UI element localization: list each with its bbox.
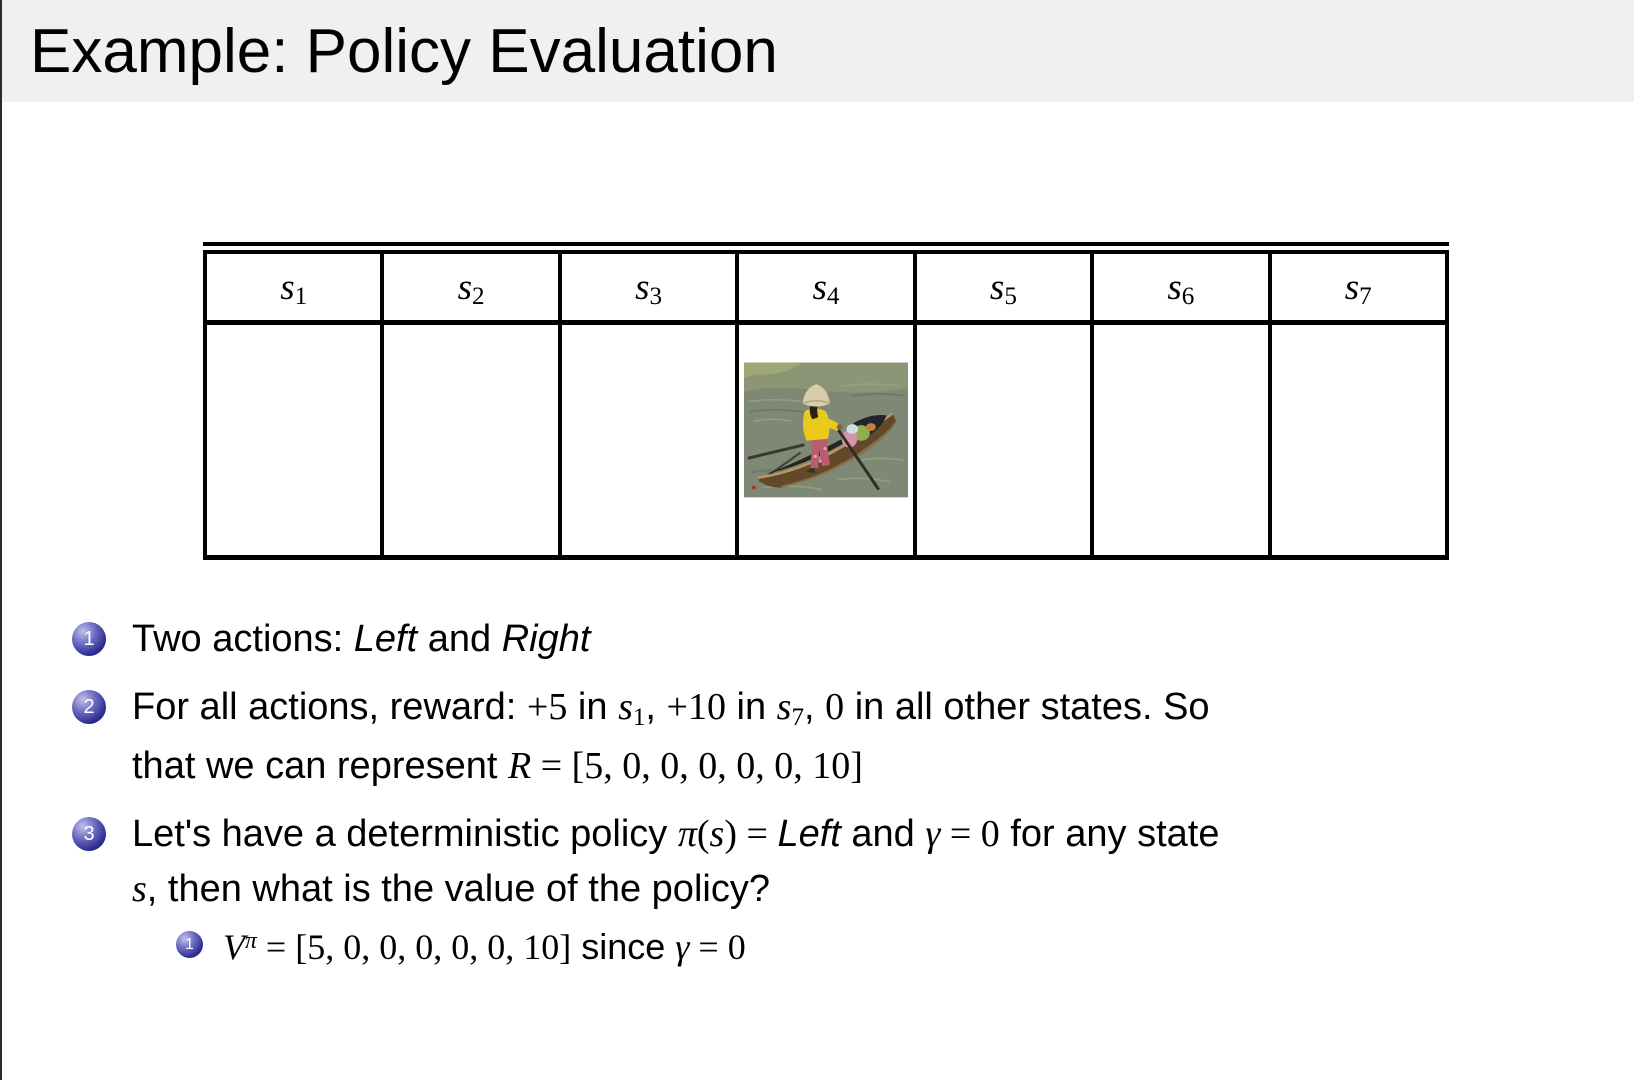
text-segment: and xyxy=(417,618,502,660)
text-segment: s xyxy=(132,868,147,910)
state-label: s xyxy=(457,266,473,308)
state-label: s xyxy=(280,266,295,308)
bullet-text-line: Let's have a deterministic policy π(s) =… xyxy=(132,807,1219,862)
state-cell-s6 xyxy=(1090,320,1272,560)
bullet-number-ball-icon: 3 xyxy=(72,817,106,851)
bullet-number-ball-icon: 2 xyxy=(72,690,106,724)
text-segment: ) = xyxy=(724,813,778,855)
state-table-header-row: s1 s2 s3 s4 s5 s6 s7 xyxy=(202,242,1450,325)
text-segment: , xyxy=(645,686,667,728)
page-title: Example: Policy Evaluation xyxy=(30,16,778,86)
text-segment: 7 xyxy=(791,703,805,731)
bullet-text-line: that we can represent R = [5, 0, 0, 0, 0… xyxy=(132,739,1210,794)
text-segment: γ xyxy=(925,813,941,855)
state-header-cell-s5: s5 xyxy=(912,242,1095,325)
text-segment: = 0 xyxy=(940,813,1000,855)
state-cell-s5 xyxy=(912,320,1095,560)
state-cell-s7 xyxy=(1267,320,1450,560)
bullet-content: Vπ = [5, 0, 0, 0, 0, 0, 10] since γ = 0 xyxy=(223,919,746,980)
text-segment: s xyxy=(709,813,725,855)
state-label: s xyxy=(1344,266,1360,308)
text-segment: +10 xyxy=(666,686,726,728)
text-segment: in all other states. So xyxy=(844,686,1210,728)
bullet-content: For all actions, reward: +5 in s1, +10 i… xyxy=(132,680,1210,794)
state-label: s xyxy=(989,266,1005,308)
state-cell-s2 xyxy=(380,320,562,560)
text-segment: 1 xyxy=(632,703,646,731)
state-label-subscript: 1 xyxy=(294,283,308,311)
state-cell-s4 xyxy=(735,320,917,560)
text-segment: γ xyxy=(675,927,690,967)
state-header-cell-s1: s1 xyxy=(202,242,385,325)
slide: Example: Policy Evaluation s1 s2 s3 s4 s5 s6 s… xyxy=(0,0,1634,980)
state-header-cell-s7: s7 xyxy=(1267,242,1450,325)
text-segment: in xyxy=(567,686,619,728)
state-label-subscript: 7 xyxy=(1359,283,1372,311)
state-label-subscript: 5 xyxy=(1004,283,1017,311)
text-segment: , xyxy=(804,686,826,728)
bullet-number-ball-icon: 1 xyxy=(176,931,203,958)
text-segment: π xyxy=(245,928,257,955)
text-segment: +5 xyxy=(526,686,568,728)
text-segment: s xyxy=(776,686,792,728)
state-label-subscript: 4 xyxy=(826,283,840,311)
text-segment: Right xyxy=(501,618,591,660)
bullet-text-line: s, then what is the value of the policy? xyxy=(132,862,1219,917)
bullet-item: 2 For all actions, reward: +5 in s1, +10 … xyxy=(72,680,1604,794)
boat-photo xyxy=(743,362,908,498)
state-label-subscript: 3 xyxy=(649,283,663,311)
state-table: s1 s2 s3 s4 s5 s6 s7 xyxy=(202,242,1450,560)
text-segment: Left xyxy=(777,813,841,855)
text-segment: = [5, 0, 0, 0, 0, 0, 10] xyxy=(256,927,572,967)
text-segment: s xyxy=(618,686,633,728)
state-table-header: s1 s2 s3 s4 s5 s6 s7 xyxy=(202,242,1450,325)
bullet-number-ball-icon: 1 xyxy=(72,622,106,656)
bullet-text-line: Vπ = [5, 0, 0, 0, 0, 0, 10] since γ = 0 xyxy=(223,919,746,980)
state-header-cell-s4: s4 xyxy=(735,242,917,325)
state-label: s xyxy=(1167,266,1182,308)
text-segment: , then what is the value of the policy? xyxy=(146,868,770,910)
bullet-content: Let's have a deterministic policy π(s) =… xyxy=(132,807,1219,980)
state-header-cell-s2: s2 xyxy=(380,242,562,325)
text-segment: R xyxy=(508,745,532,787)
slide-title-bar: Example: Policy Evaluation xyxy=(0,0,1634,102)
bullet-item: 1 Two actions: Left and Right xyxy=(72,612,1604,667)
state-header-cell-s3: s3 xyxy=(557,242,740,325)
text-segment: = 0 xyxy=(689,927,746,967)
sub-bullet-item: 1 Vπ = [5, 0, 0, 0, 0, 0, 10] since γ = 0 xyxy=(176,919,1219,980)
text-segment: = [5, 0, 0, 0, 0, 0, 10] xyxy=(531,745,863,787)
text-segment: since xyxy=(571,926,676,967)
bullet-list: 1 Two actions: Left and Right 2 For all act… xyxy=(72,612,1604,980)
slide-left-edge-line xyxy=(0,0,2,1080)
state-table-body-row xyxy=(202,320,1450,560)
text-segment: V xyxy=(223,927,245,967)
text-segment: that we can represent xyxy=(132,745,508,787)
state-label-subscript: 2 xyxy=(472,283,485,311)
state-label-subscript: 6 xyxy=(1181,283,1195,311)
state-label: s xyxy=(812,266,827,308)
text-segment: for any state xyxy=(999,813,1220,855)
text-segment: and xyxy=(840,813,926,855)
text-segment: π xyxy=(677,813,697,855)
bullet-item: 3 Let's have a deterministic policy π(s) … xyxy=(72,807,1604,980)
text-segment: Let's have a deterministic policy xyxy=(132,813,678,855)
bullet-content: Two actions: Left and Right xyxy=(132,612,590,667)
text-segment: Left xyxy=(353,618,418,660)
bullet-text-line: Two actions: Left and Right xyxy=(132,612,590,667)
text-segment: ( xyxy=(696,813,710,855)
state-label: s xyxy=(635,266,650,308)
text-segment: in xyxy=(725,686,777,728)
state-header-cell-s6: s6 xyxy=(1090,242,1272,325)
text-segment: 0 xyxy=(825,686,845,728)
state-cell-s1 xyxy=(202,320,385,560)
text-segment: For all actions, reward: xyxy=(132,686,527,728)
state-table-body xyxy=(202,320,1450,560)
text-segment: Two actions: xyxy=(132,618,354,660)
bullet-text-line: For all actions, reward: +5 in s1, +10 i… xyxy=(132,680,1210,739)
sub-bullet-list: 1 Vπ = [5, 0, 0, 0, 0, 0, 10] since γ = 0 xyxy=(176,919,1219,980)
state-cell-s3 xyxy=(557,320,740,560)
